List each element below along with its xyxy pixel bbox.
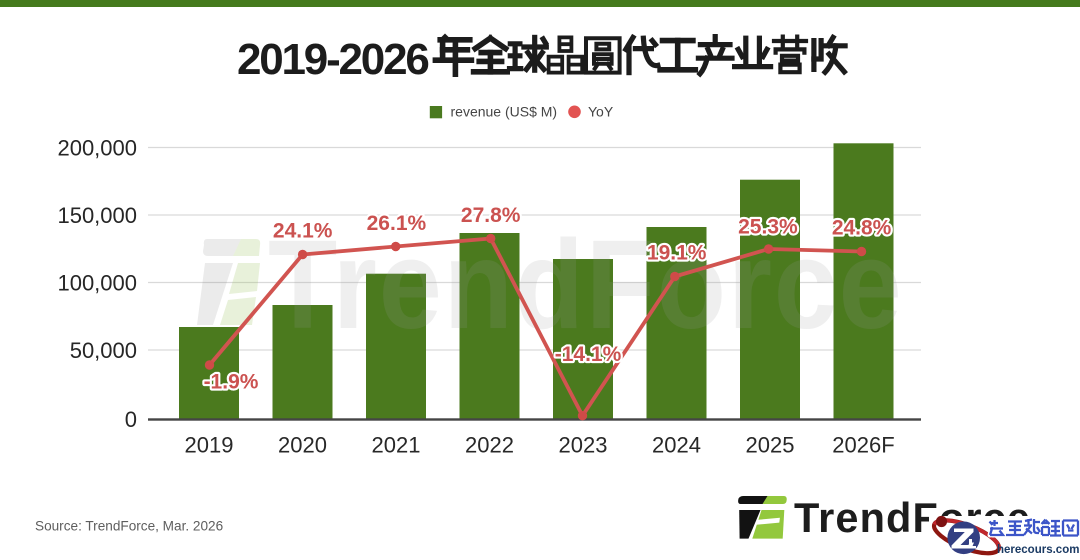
svg-text:herecours.com: herecours.com bbox=[997, 544, 1079, 556]
svg-text:0: 0 bbox=[125, 407, 137, 432]
svg-text:200,000: 200,000 bbox=[57, 136, 137, 161]
svg-text:2026F: 2026F bbox=[832, 433, 894, 458]
svg-text:2019-2026: 2019-2026 bbox=[237, 35, 428, 84]
svg-text:2021: 2021 bbox=[372, 433, 421, 458]
svg-text:19.1%: 19.1% bbox=[647, 242, 707, 265]
svg-text:-1.9%: -1.9% bbox=[204, 371, 259, 394]
svg-text:26.1%: 26.1% bbox=[367, 212, 427, 235]
svg-text:2019: 2019 bbox=[185, 433, 234, 458]
svg-text:-14.1%: -14.1% bbox=[555, 343, 622, 366]
svg-text:2020: 2020 bbox=[278, 433, 327, 458]
svg-text:2022: 2022 bbox=[465, 433, 514, 458]
svg-text:24.1%: 24.1% bbox=[273, 219, 333, 242]
svg-text:YoY: YoY bbox=[588, 104, 614, 120]
svg-text:2024: 2024 bbox=[652, 433, 701, 458]
svg-text:TrendForce: TrendForce bbox=[268, 214, 904, 355]
svg-text:revenue (US$ M): revenue (US$ M) bbox=[451, 104, 558, 120]
svg-text:50,000: 50,000 bbox=[70, 338, 137, 363]
svg-text:24.8%: 24.8% bbox=[832, 217, 892, 240]
svg-text:25.3%: 25.3% bbox=[738, 216, 798, 239]
svg-text:2025: 2025 bbox=[746, 433, 795, 458]
svg-text:100,000: 100,000 bbox=[57, 271, 137, 296]
svg-text:2023: 2023 bbox=[559, 433, 608, 458]
svg-text:Source: TrendForce, Mar. 2026: Source: TrendForce, Mar. 2026 bbox=[35, 519, 223, 534]
svg-text:27.8%: 27.8% bbox=[461, 204, 521, 227]
svg-text:150,000: 150,000 bbox=[57, 203, 137, 228]
